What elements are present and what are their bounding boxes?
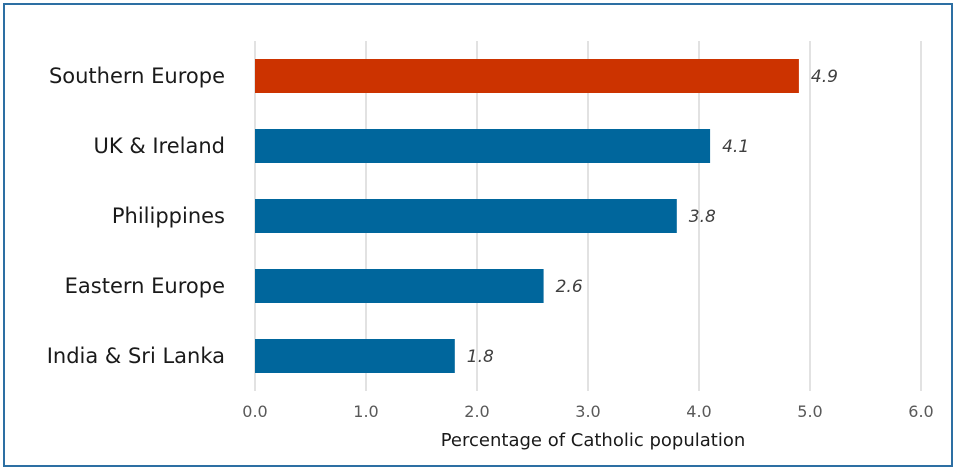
bar — [255, 269, 544, 303]
bar — [255, 59, 799, 93]
x-axis-title: Percentage of Catholic population — [441, 430, 746, 451]
data-label: 2.6 — [556, 277, 583, 297]
category-label: Southern Europe — [49, 64, 225, 88]
category-labels: Southern Europe UK & Ireland Philippines Ea… — [47, 64, 225, 368]
data-label: 3.8 — [689, 207, 716, 227]
x-tick-label: 1.0 — [353, 402, 378, 421]
x-tick-labels: 0.0 1.0 2.0 3.0 4.0 5.0 6.0 — [242, 402, 933, 421]
x-tick-label: 6.0 — [908, 402, 933, 421]
data-label: 1.8 — [467, 347, 494, 367]
x-tick-label: 4.0 — [686, 402, 711, 421]
bar — [255, 129, 711, 163]
bar-chart: 4.9 4.1 3.8 2.6 1.8 Southern Europe UK & Irel… — [47, 41, 934, 451]
x-tick-label: 2.0 — [464, 402, 489, 421]
bar — [255, 339, 455, 373]
chart-frame: 4.9 4.1 3.8 2.6 1.8 Southern Europe UK & Irel… — [3, 3, 953, 467]
bars — [255, 59, 799, 373]
x-tick-label: 5.0 — [797, 402, 822, 421]
category-label: India & Sri Lanka — [47, 344, 225, 368]
data-label: 4.9 — [811, 67, 838, 87]
data-label: 4.1 — [722, 137, 749, 157]
x-tick-label: 0.0 — [242, 402, 267, 421]
category-label: UK & Ireland — [94, 134, 226, 158]
x-tick-label: 3.0 — [575, 402, 600, 421]
category-label: Eastern Europe — [65, 274, 225, 298]
data-labels: 4.9 4.1 3.8 2.6 1.8 — [467, 67, 838, 367]
category-label: Philippines — [112, 204, 225, 228]
bar — [255, 199, 677, 233]
